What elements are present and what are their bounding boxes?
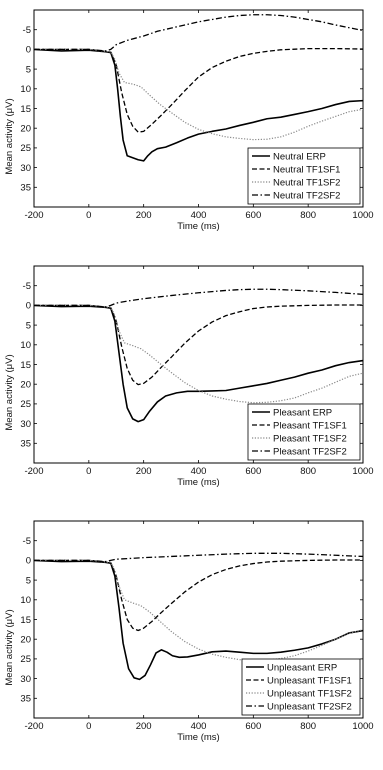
x-tick-label: -200 (24, 210, 43, 221)
x-tick-label: 200 (136, 721, 152, 732)
y-tick-label: 15 (20, 104, 31, 115)
legend: Unpleasant ERP Unpleasant TF1SF1 Unpleasan… (241, 658, 361, 716)
y-tick-label: 15 (20, 615, 31, 626)
x-tick-label: 800 (300, 721, 316, 732)
x-tick-label: 1000 (352, 721, 373, 732)
y-tick-label: -5 (23, 25, 31, 36)
legend: Neutral ERP Neutral TF1SF1 Neutral TF1SF2 N… (247, 147, 361, 205)
y-tick-label: 15 (20, 360, 31, 371)
x-tick-label: 0 (86, 210, 91, 221)
y-tick-label: 30 (20, 419, 31, 430)
x-tick-label: 0 (86, 466, 91, 477)
y-tick-label: 35 (20, 694, 31, 705)
y-tick-label: 30 (20, 163, 31, 174)
legend-label: Neutral ERP (273, 151, 326, 162)
chart-2: -200 0 200 400 600 800 1000 -5 0 5 10 15 20 25 30 35 Tim… (4, 265, 374, 488)
x-tick-label: 400 (191, 721, 207, 732)
x-axis-label: Time (ms) (177, 477, 219, 488)
y-tick-label: 5 (26, 64, 31, 75)
x-tick-label: 600 (245, 466, 261, 477)
chart-1: -200 0 200 400 600 800 1000 -5 0 5 10 15 20 25 30 35 Tim… (4, 9, 374, 232)
legend-label: Pleasant ERP (273, 407, 332, 418)
series-line-4 (34, 14, 364, 52)
legend-label: Unpleasant TF2SF2 (267, 701, 352, 712)
legend: Pleasant ERP Pleasant TF1SF1 Pleasant TF1S… (247, 403, 361, 461)
y-tick-label: 10 (20, 84, 31, 95)
series-line-1 (33, 304, 364, 423)
legend-label: Unpleasant TF1SF2 (267, 688, 352, 699)
x-tick-label: 200 (136, 210, 152, 221)
x-tick-label: 600 (245, 721, 261, 732)
y-tick-label: 0 (26, 301, 31, 312)
y-tick-label: 25 (20, 654, 31, 665)
y-tick-label: 30 (20, 674, 31, 685)
x-tick-label: 400 (191, 466, 207, 477)
x-tick-label: 1000 (352, 210, 373, 221)
series-line-1 (33, 559, 364, 681)
y-tick-label: 35 (20, 183, 31, 194)
y-tick-label: 20 (20, 380, 31, 391)
legend-label: Unpleasant TF1SF1 (267, 675, 352, 686)
y-axis-label: Mean activity (μV) (4, 609, 15, 685)
y-tick-label: 10 (20, 340, 31, 351)
y-tick-label: -5 (23, 536, 31, 547)
x-tick-label: 200 (136, 466, 152, 477)
x-tick-label: 800 (300, 466, 316, 477)
legend-label: Neutral TF2SF2 (273, 190, 340, 201)
y-tick-label: 5 (26, 320, 31, 331)
x-tick-label: 600 (245, 210, 261, 221)
series-line-4 (34, 552, 364, 563)
legend-label: Pleasant TF2SF2 (273, 446, 347, 457)
chart-3: -200 0 200 400 600 800 1000 -5 0 5 10 15 20 25 30 35 Tim… (4, 520, 374, 743)
y-tick-label: 0 (26, 45, 31, 56)
y-axis-label: Mean activity (μV) (4, 98, 15, 174)
x-tick-label: 0 (86, 721, 91, 732)
legend-label: Neutral TF1SF1 (273, 164, 340, 175)
series-line-1 (33, 48, 364, 162)
legend-label: Pleasant TF1SF2 (273, 433, 347, 444)
y-tick-label: 20 (20, 635, 31, 646)
legend-label: Neutral TF1SF2 (273, 177, 340, 188)
y-tick-label: 5 (26, 575, 31, 586)
legend-label: Unpleasant ERP (267, 662, 337, 673)
x-tick-label: -200 (24, 466, 43, 477)
y-tick-label: 0 (26, 556, 31, 567)
y-tick-label: 35 (20, 439, 31, 450)
x-tick-label: -200 (24, 721, 43, 732)
x-tick-label: 800 (300, 210, 316, 221)
x-tick-label: 400 (191, 210, 207, 221)
series-line-3 (34, 304, 364, 404)
legend-label: Pleasant TF1SF1 (273, 420, 347, 431)
y-tick-label: 25 (20, 399, 31, 410)
series-line-4 (34, 288, 364, 308)
y-tick-label: 25 (20, 143, 31, 154)
x-axis-label: Time (ms) (177, 732, 219, 743)
series-line-3 (34, 48, 364, 141)
y-axis-label: Mean activity (μV) (4, 354, 15, 430)
series-line-2 (34, 47, 364, 133)
series-line-3 (34, 559, 364, 662)
series-line-2 (34, 304, 363, 386)
legend-box (247, 147, 361, 205)
series-line-2 (34, 559, 363, 632)
x-tick-label: 1000 (352, 466, 373, 477)
y-tick-label: -5 (23, 281, 31, 292)
y-tick-label: 20 (20, 124, 31, 135)
y-tick-label: 10 (20, 595, 31, 606)
x-axis-label: Time (ms) (177, 221, 219, 232)
